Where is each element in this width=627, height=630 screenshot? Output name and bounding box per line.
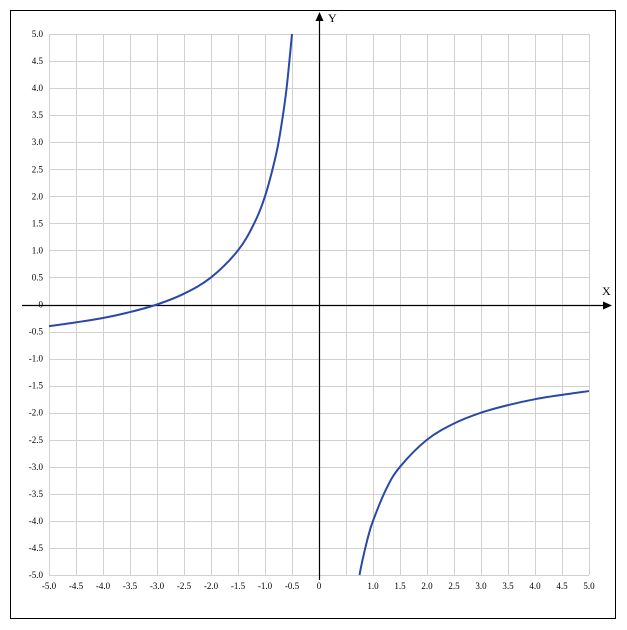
y-tick-label: -1.5: [29, 381, 44, 391]
x-tick-label: 5.0: [583, 581, 595, 591]
x-tick-label: -1.5: [231, 581, 246, 591]
y-tick-label: 2.0: [32, 191, 44, 201]
y-tick-label: 4.5: [32, 56, 44, 66]
y-tick-label: 4.0: [32, 83, 44, 93]
x-tick-label: 4.0: [529, 581, 541, 591]
y-tick-label: -5.0: [29, 570, 44, 580]
y-tick-label: 2.5: [32, 164, 44, 174]
x-tick-label: -3.0: [150, 581, 165, 591]
y-tick-label: -3.5: [29, 489, 44, 499]
series-line: [358, 390, 590, 576]
x-tick-label: -1.0: [258, 581, 273, 591]
chart-frame: [10, 10, 616, 619]
x-tick-label: 4.5: [556, 581, 568, 591]
y-tick-label: 1.0: [32, 245, 44, 255]
x-tick-label: 1.5: [394, 581, 406, 591]
x-tick-label: 2.5: [448, 581, 460, 591]
x-tick-label: -0.5: [285, 581, 300, 591]
y-tick-label: -2.0: [29, 408, 44, 418]
x-tick-label: 0: [317, 581, 322, 591]
x-tick-label: -5.0: [42, 581, 57, 591]
y-tick-label: -1.0: [29, 354, 44, 364]
y-tick-label: -4.5: [29, 543, 44, 553]
x-axis-arrow: [603, 301, 612, 310]
y-tick-label: 0.5: [32, 272, 44, 282]
x-tick-label: 2.0: [421, 581, 433, 591]
axes: [22, 12, 612, 580]
y-tick-label: 3.0: [32, 137, 44, 147]
x-tick-label: 3.0: [475, 581, 487, 591]
x-tick-label: -4.0: [96, 581, 111, 591]
x-tick-label: -2.0: [204, 581, 219, 591]
x-tick-label: -2.5: [177, 581, 192, 591]
series: [48, 33, 590, 576]
x-axis-title: X: [602, 284, 611, 298]
y-tick-label: 5.0: [32, 29, 44, 39]
y-tick-label: 1.5: [32, 218, 44, 228]
y-tick-label: -4.0: [29, 516, 44, 526]
y-axis-title: Y: [328, 11, 337, 25]
y-tick-label: -0.5: [29, 327, 44, 337]
y-axis-arrow: [315, 12, 324, 21]
x-tick-label: 1.0: [367, 581, 379, 591]
y-tick-label: 3.5: [32, 110, 44, 120]
y-tick-label: -3.0: [29, 462, 44, 472]
y-tick-label: -2.5: [29, 435, 44, 445]
y-tick-label: 0: [39, 300, 44, 310]
x-tick-label: -4.5: [69, 581, 84, 591]
tick-labels: -5.0 -4.5 -4.0 -3.5 -3.0 -2.5 -2.0 -1.5 -1.0 -0.5…: [29, 29, 595, 591]
series-line: [48, 33, 293, 328]
x-tick-label: 3.5: [502, 581, 514, 591]
x-tick-label: -3.5: [123, 581, 138, 591]
